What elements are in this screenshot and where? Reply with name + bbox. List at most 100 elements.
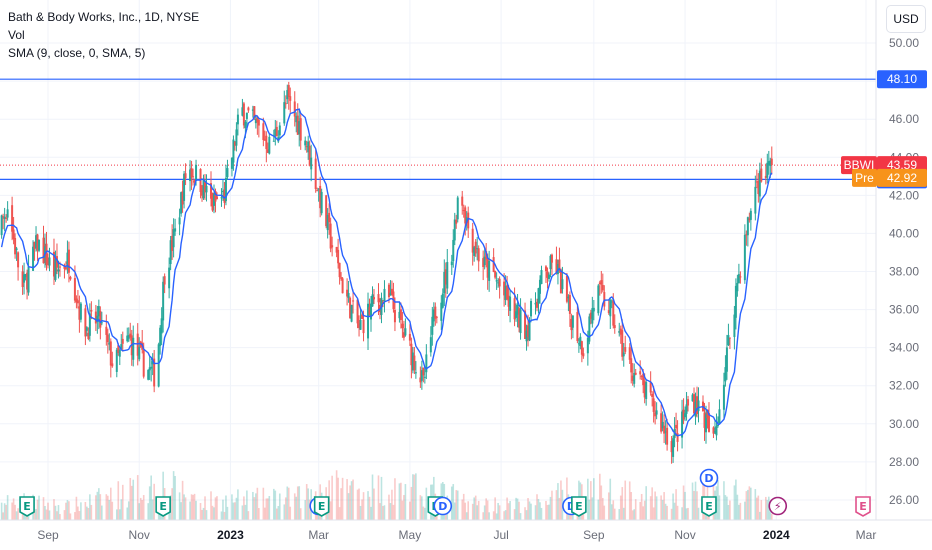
volume-bar bbox=[684, 491, 686, 520]
earnings-marker[interactable]: E bbox=[19, 496, 35, 517]
volume-bar bbox=[53, 499, 55, 520]
candle bbox=[476, 237, 479, 261]
candle bbox=[630, 345, 633, 384]
horizontal-lines[interactable] bbox=[0, 78, 876, 180]
candle bbox=[760, 158, 763, 183]
volume-bar bbox=[329, 501, 332, 520]
earnings-marker[interactable]: E bbox=[701, 496, 717, 517]
time-tick-label: 2023 bbox=[217, 528, 244, 542]
candle bbox=[162, 276, 165, 333]
volume-bar bbox=[80, 502, 82, 520]
candle bbox=[319, 176, 322, 218]
time-tick-label: Nov bbox=[674, 528, 695, 542]
candle bbox=[482, 250, 485, 281]
volume-bar bbox=[748, 486, 751, 520]
volume-bar bbox=[12, 498, 15, 520]
volume-bar bbox=[199, 502, 202, 520]
volume-bar bbox=[545, 500, 547, 520]
volume-bar bbox=[56, 511, 58, 520]
volume-bar bbox=[760, 500, 763, 520]
volume-bar bbox=[607, 492, 610, 520]
candle bbox=[580, 340, 583, 363]
volume-bar bbox=[733, 485, 736, 520]
candle bbox=[76, 289, 79, 309]
candle bbox=[67, 241, 70, 283]
candle bbox=[497, 278, 500, 288]
volume-bar bbox=[57, 505, 60, 520]
svg-text:E: E bbox=[159, 500, 167, 513]
volume-bar bbox=[3, 503, 6, 520]
candle bbox=[571, 314, 574, 339]
candle bbox=[718, 399, 721, 425]
candle bbox=[624, 335, 627, 355]
price-tick-label: 30.00 bbox=[889, 417, 919, 431]
candle bbox=[579, 333, 582, 350]
dividend-marker[interactable]: D bbox=[699, 468, 719, 488]
volume-bar bbox=[766, 499, 769, 520]
candle bbox=[444, 262, 447, 298]
volume-bar bbox=[729, 500, 731, 520]
volume-bar bbox=[696, 491, 698, 520]
volume-bar bbox=[624, 480, 627, 520]
candle bbox=[467, 206, 470, 238]
svg-text:43.59: 43.59 bbox=[887, 158, 917, 172]
candle bbox=[215, 192, 218, 200]
volume-bar bbox=[548, 504, 550, 520]
volume-bar bbox=[268, 496, 271, 520]
candle bbox=[202, 174, 205, 200]
dividend-marker[interactable]: D bbox=[433, 496, 453, 516]
volume-bar bbox=[655, 496, 658, 520]
volume-bar bbox=[495, 513, 498, 520]
premarket-price-tag: 42.92 bbox=[877, 168, 927, 187]
earnings-marker[interactable]: E bbox=[571, 496, 587, 517]
earnings-future-marker[interactable]: E bbox=[855, 496, 871, 517]
candle bbox=[3, 207, 6, 232]
volume-bar bbox=[283, 504, 286, 520]
volume-bar bbox=[367, 491, 369, 520]
time-axis[interactable]: Sep Nov 2023 Mar May Jul Sep Nov 2024 Mar bbox=[37, 528, 876, 542]
sma-legend[interactable]: SMA (9, close, 0, SMA, 5) bbox=[8, 46, 146, 60]
candle bbox=[47, 253, 49, 269]
candle bbox=[764, 163, 767, 185]
candle bbox=[296, 103, 299, 135]
candle bbox=[12, 217, 15, 245]
candle bbox=[660, 404, 663, 434]
split-marker[interactable]: ⚡ bbox=[768, 496, 788, 516]
volume-bar bbox=[244, 504, 247, 520]
price-axis[interactable]: 26.00 28.00 30.00 32.00 34.00 36.00 38.00 40.00… bbox=[889, 36, 919, 507]
candle bbox=[274, 119, 277, 146]
candle bbox=[525, 324, 528, 351]
volume-legend[interactable]: Vol bbox=[8, 28, 25, 42]
volume-bar bbox=[551, 490, 553, 520]
volume-bar bbox=[262, 487, 265, 520]
candle bbox=[432, 302, 435, 327]
candle bbox=[347, 280, 350, 303]
earnings-marker[interactable]: E bbox=[155, 496, 171, 517]
candle bbox=[337, 238, 340, 269]
candle bbox=[601, 273, 604, 293]
candle bbox=[547, 272, 550, 282]
candle bbox=[524, 302, 527, 340]
svg-text:42.92: 42.92 bbox=[887, 171, 917, 185]
candle bbox=[0, 214, 3, 239]
volume-bar bbox=[226, 506, 229, 520]
candle bbox=[727, 323, 730, 347]
candle bbox=[340, 272, 343, 281]
candle bbox=[390, 280, 393, 296]
symbol-title[interactable]: Bath & Body Works, Inc., 1D, NYSE bbox=[8, 10, 200, 24]
candle bbox=[147, 369, 150, 381]
volume-bar bbox=[184, 497, 187, 520]
volume-bar bbox=[643, 500, 646, 520]
currency-button[interactable]: USD bbox=[886, 5, 926, 33]
candle bbox=[100, 311, 103, 326]
candle bbox=[289, 87, 292, 113]
earnings-marker[interactable]: E bbox=[313, 496, 330, 517]
event-markers[interactable]: EEDEEDDEED⚡E bbox=[19, 468, 871, 517]
volume-bar bbox=[107, 495, 109, 520]
candle bbox=[664, 420, 667, 445]
candle bbox=[299, 113, 302, 150]
volume-bar bbox=[754, 489, 757, 520]
volume-bar bbox=[273, 488, 275, 520]
volume-bar bbox=[400, 482, 402, 520]
